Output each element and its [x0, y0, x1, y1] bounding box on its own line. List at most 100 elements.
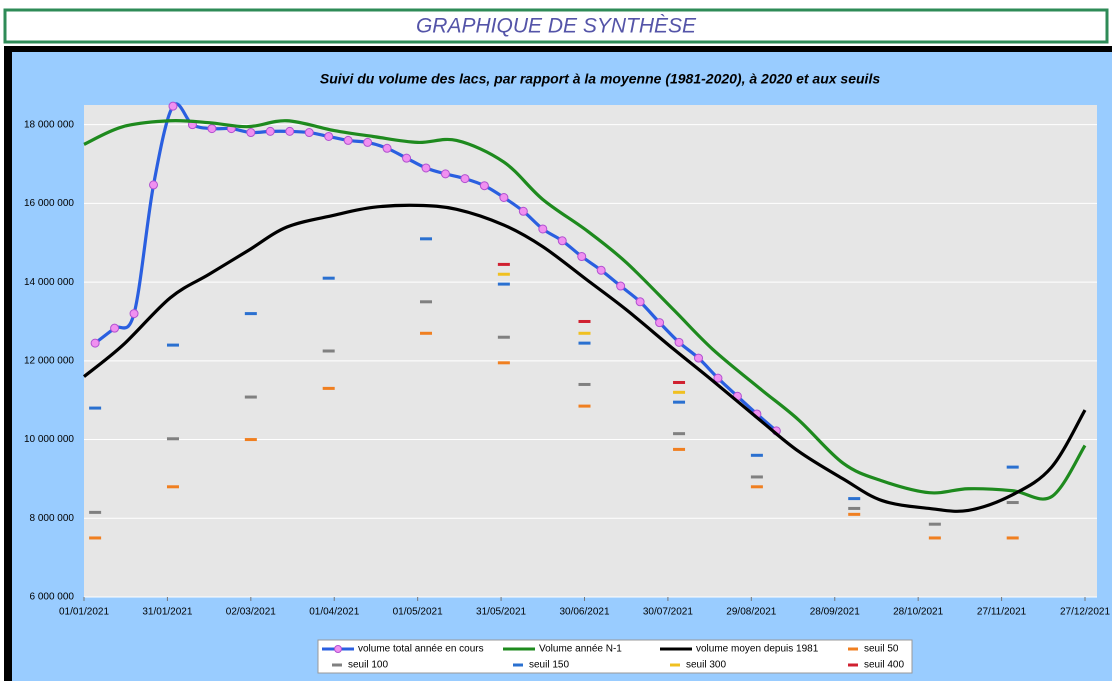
y-tick-label: 6 000 000 — [30, 592, 75, 603]
plot-area — [84, 105, 1097, 597]
threshold-marker — [1006, 465, 1019, 469]
threshold-marker — [420, 331, 433, 335]
threshold-marker — [497, 282, 510, 286]
threshold-marker — [420, 300, 433, 304]
threshold-marker — [750, 453, 763, 457]
x-tick-label: 01/01/2021 — [59, 607, 109, 618]
legend-box — [317, 639, 913, 674]
legend-label: volume moyen depuis 1981 — [696, 644, 819, 655]
point-marker — [285, 126, 295, 136]
x-tick-label: 29/08/2021 — [726, 607, 776, 618]
legend-marker — [848, 647, 858, 651]
threshold-marker — [578, 404, 591, 408]
x-tick-label: 31/05/2021 — [476, 607, 526, 618]
threshold-marker — [928, 536, 941, 540]
series-line — [82, 203, 1087, 513]
point-marker — [402, 153, 412, 163]
x-tick-label: 28/09/2021 — [810, 607, 860, 618]
x-tick-label: 02/03/2021 — [226, 607, 276, 618]
point-marker — [479, 181, 489, 191]
threshold-marker — [928, 522, 941, 526]
threshold-marker — [578, 331, 591, 335]
legend-label: seuil 400 — [864, 660, 904, 671]
threshold-marker — [578, 319, 591, 323]
threshold-marker — [497, 361, 510, 365]
point-marker — [382, 143, 392, 153]
threshold-marker — [673, 400, 686, 404]
threshold-marker — [673, 447, 686, 451]
threshold-marker — [497, 262, 510, 266]
legend-label: seuil 300 — [686, 660, 726, 671]
threshold-marker — [1006, 501, 1019, 505]
legend-label: Volume année N-1 — [539, 644, 622, 655]
header-box — [3, 8, 1109, 44]
series-line — [83, 118, 1087, 501]
legend-label: seuil 50 — [864, 644, 899, 655]
chart-title: Suivi du volume des lacs, par rapport à … — [320, 71, 880, 87]
point-marker — [110, 323, 120, 333]
y-tick-label: 12 000 000 — [24, 355, 74, 366]
y-tick-label: 10 000 000 — [24, 434, 74, 445]
threshold-marker — [578, 382, 591, 386]
point-marker — [538, 224, 548, 234]
threshold-marker — [497, 272, 510, 276]
point-marker — [168, 101, 178, 111]
threshold-marker — [578, 341, 591, 345]
point-marker — [207, 124, 217, 134]
point-marker — [363, 137, 373, 147]
point-marker — [246, 128, 256, 138]
threshold-marker — [673, 380, 686, 384]
point-marker — [265, 126, 275, 136]
threshold-marker — [497, 335, 510, 339]
threshold-marker — [244, 395, 257, 399]
threshold-marker — [1006, 536, 1019, 540]
threshold-marker — [848, 512, 861, 516]
threshold-marker — [166, 343, 179, 347]
threshold-marker — [750, 485, 763, 489]
threshold-marker — [166, 485, 179, 489]
x-tick-label: 27/11/2021 — [977, 607, 1027, 618]
point-marker — [577, 252, 587, 262]
point-marker — [596, 265, 606, 275]
legend-marker — [513, 663, 523, 667]
x-tick-label: 01/04/2021 — [309, 607, 359, 618]
threshold-marker — [322, 276, 335, 280]
point-marker — [713, 373, 723, 383]
point-marker — [90, 338, 100, 348]
y-tick-label: 8 000 000 — [30, 513, 75, 524]
legend-label: seuil 150 — [529, 660, 569, 671]
threshold-marker — [322, 349, 335, 353]
point-marker — [616, 281, 626, 291]
point-marker — [655, 318, 665, 328]
point-marker — [557, 236, 567, 246]
x-tick-label: 30/06/2021 — [559, 607, 609, 618]
threshold-marker — [673, 390, 686, 394]
x-tick-label: 27/12/2021 — [1060, 607, 1110, 618]
x-tick-label: 28/10/2021 — [893, 607, 943, 618]
point-marker — [635, 297, 645, 307]
legend-label: seuil 100 — [348, 660, 388, 671]
point-marker — [694, 353, 704, 363]
point-marker — [421, 163, 431, 173]
point-marker — [324, 131, 334, 141]
point-marker — [304, 128, 314, 138]
legend-label: volume total année en cours — [358, 644, 484, 655]
point-marker — [460, 174, 470, 184]
point-marker — [518, 206, 528, 216]
point-marker — [499, 192, 509, 202]
header-title: GRAPHIQUE DE SYNTHÈSE — [416, 15, 697, 38]
point-marker — [129, 309, 139, 319]
point-marker — [440, 169, 450, 179]
threshold-marker — [166, 437, 179, 441]
x-tick-label: 31/01/2021 — [142, 607, 192, 618]
threshold-marker — [750, 475, 763, 479]
y-tick-label: 16 000 000 — [24, 198, 74, 209]
point-marker — [674, 337, 684, 347]
x-tick-label: 30/07/2021 — [643, 607, 693, 618]
point-marker — [343, 135, 353, 145]
legend-marker — [848, 663, 858, 667]
y-tick-label: 18 000 000 — [24, 119, 74, 130]
threshold-marker — [673, 432, 686, 436]
threshold-marker — [89, 536, 102, 540]
